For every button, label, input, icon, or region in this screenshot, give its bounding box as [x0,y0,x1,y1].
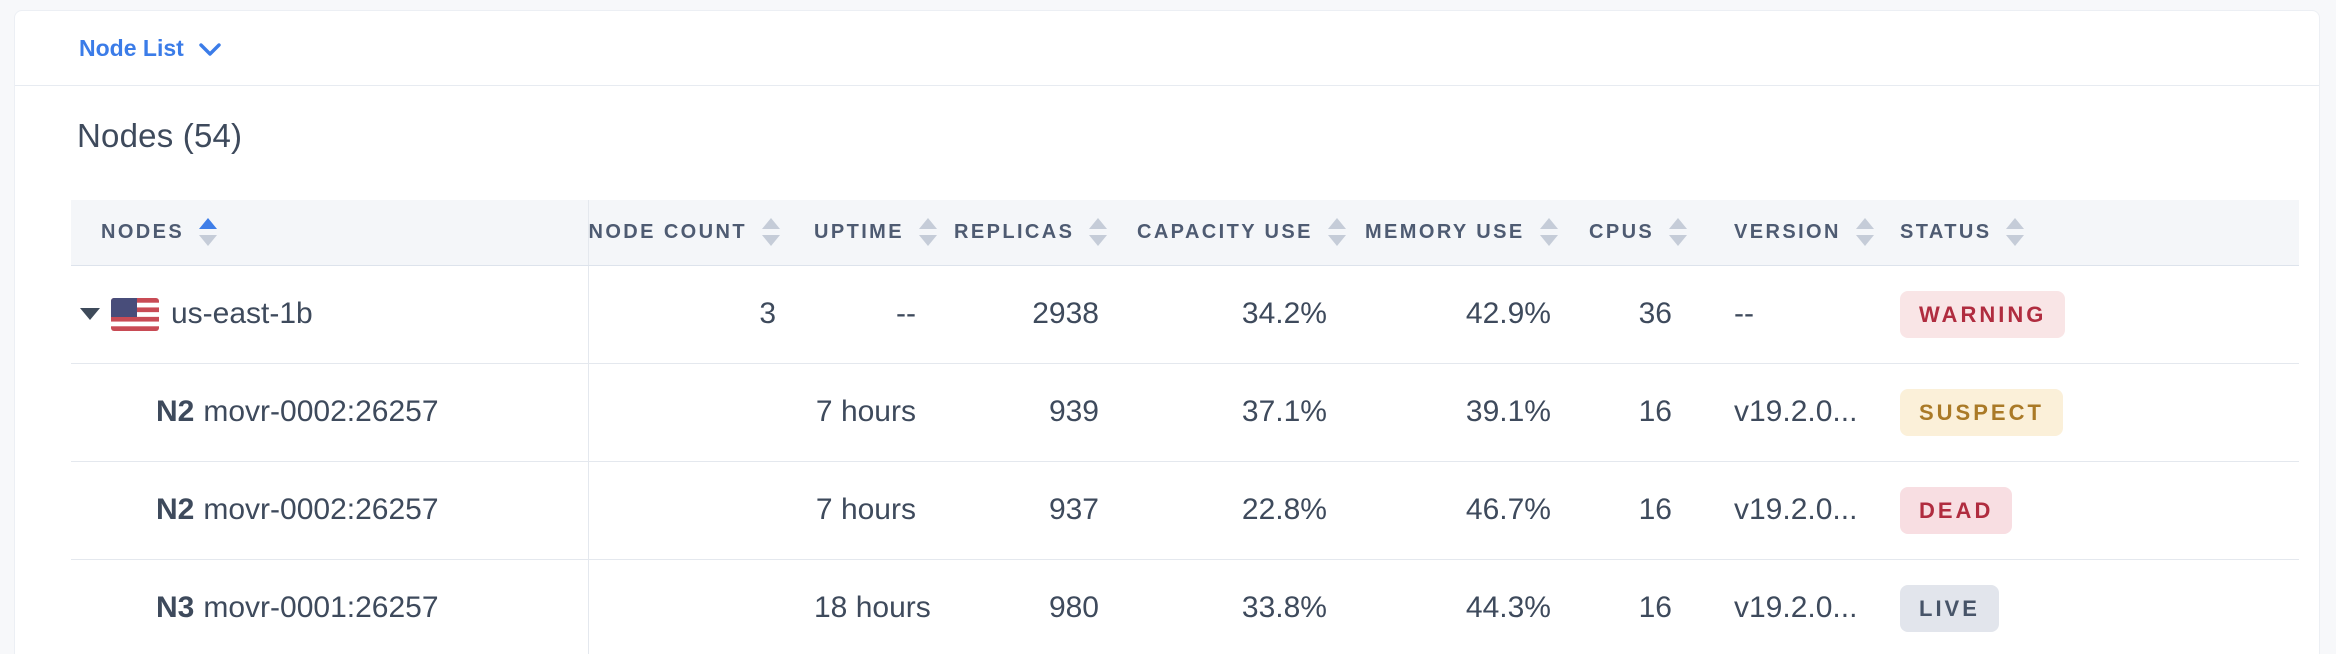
sort-arrows-icon [1669,218,1688,247]
cell-cpus: 36 [1589,265,1710,364]
column-header-node-count[interactable]: NODE COUNT [588,200,814,266]
column-header-replicas[interactable]: REPLICAS [954,200,1137,266]
cell-uptime: 7 hours [814,363,954,462]
collapse-region-button[interactable] [79,306,101,322]
cell-version: v19.2.0... [1710,461,1876,560]
cell-version: -- [1710,265,1876,364]
status-badge: SUSPECT [1900,388,2063,436]
cell-version: v19.2.0... [1710,559,1876,654]
cell-capacity-use: 34.2% [1137,265,1365,364]
cell-node-count [588,363,814,462]
us-flag-icon [111,297,159,331]
cell-cpus: 16 [1589,559,1710,654]
cell-capacity-use: 37.1% [1137,363,1365,462]
column-header-capacity-use[interactable]: CAPACITY USE [1137,200,1365,266]
column-header-status[interactable]: STATUS [1876,200,2299,266]
cell-memory-use: 44.3% [1365,559,1589,654]
table-row-region[interactable]: us-east-1b 3 -- 2938 34.2% 42.9% 36 -- W… [71,265,2299,364]
node-id: N2 [156,395,195,428]
cell-replicas: 2938 [954,265,1137,364]
node-list-dropdown[interactable]: Node List [79,35,221,62]
column-header-nodes[interactable]: NODES [71,200,589,266]
table-row-node[interactable]: N2 movr-0002:26257 7 hours 939 37.1% 39.1… [71,363,2299,462]
cell-capacity-use: 22.8% [1137,461,1365,560]
node-list-dropdown-label: Node List [79,34,184,61]
column-header-uptime[interactable]: UPTIME [814,200,954,266]
sort-arrows-icon [761,218,780,247]
region-name: us-east-1b [171,297,313,330]
status-badge: WARNING [1900,290,2066,338]
table-header-row: NODES NODE COUNT UPTIME [71,200,2299,266]
cell-version: v19.2.0... [1710,363,1876,462]
cell-uptime: 7 hours [814,461,954,560]
cell-replicas: 937 [954,461,1137,560]
cell-uptime: -- [814,265,954,364]
node-id: N3 [156,591,195,624]
node-id: N2 [156,493,195,526]
table-row-node[interactable]: N2 movr-0002:26257 7 hours 937 22.8% 46.7… [71,461,2299,560]
cell-capacity-use: 33.8% [1137,559,1365,654]
cell-replicas: 980 [954,559,1137,654]
table-row-node[interactable]: N3 movr-0001:26257 18 hours 980 33.8% 44.… [71,559,2299,654]
column-header-cpus[interactable]: CPUS [1589,200,1710,266]
cell-node-count [588,461,814,560]
cell-uptime: 18 hours [814,559,954,654]
cell-node-count: 3 [588,265,814,364]
cell-memory-use: 42.9% [1365,265,1589,364]
cell-memory-use: 46.7% [1365,461,1589,560]
column-header-memory-use[interactable]: MEMORY USE [1365,200,1589,266]
node-address: movr-0001:26257 [203,591,439,624]
cell-replicas: 939 [954,363,1137,462]
sort-arrows-icon [1327,218,1346,247]
chevron-down-icon [199,43,221,56]
status-badge: DEAD [1900,486,2013,534]
node-address: movr-0002:26257 [203,493,439,526]
caret-down-icon [80,308,100,320]
content-card: Node List Nodes (54) NODES [14,10,2320,654]
page-title: Nodes (54) [77,117,243,154]
cell-cpus: 16 [1589,461,1710,560]
sort-arrows-icon [1539,218,1558,247]
node-address: movr-0002:26257 [203,395,439,428]
sort-arrows-icon [199,218,218,247]
column-header-version[interactable]: VERSION [1710,200,1876,266]
sort-arrows-icon [918,218,937,247]
nodes-table: NODES NODE COUNT UPTIME [71,200,2299,654]
status-badge: LIVE [1900,584,1999,632]
cell-memory-use: 39.1% [1365,363,1589,462]
top-nav-bar: Node List [15,11,2319,86]
sort-arrows-icon [1089,218,1108,247]
sort-arrows-icon [2006,218,2025,247]
cell-node-count [588,559,814,654]
cell-cpus: 16 [1589,363,1710,462]
sort-arrows-icon [1855,218,1874,247]
